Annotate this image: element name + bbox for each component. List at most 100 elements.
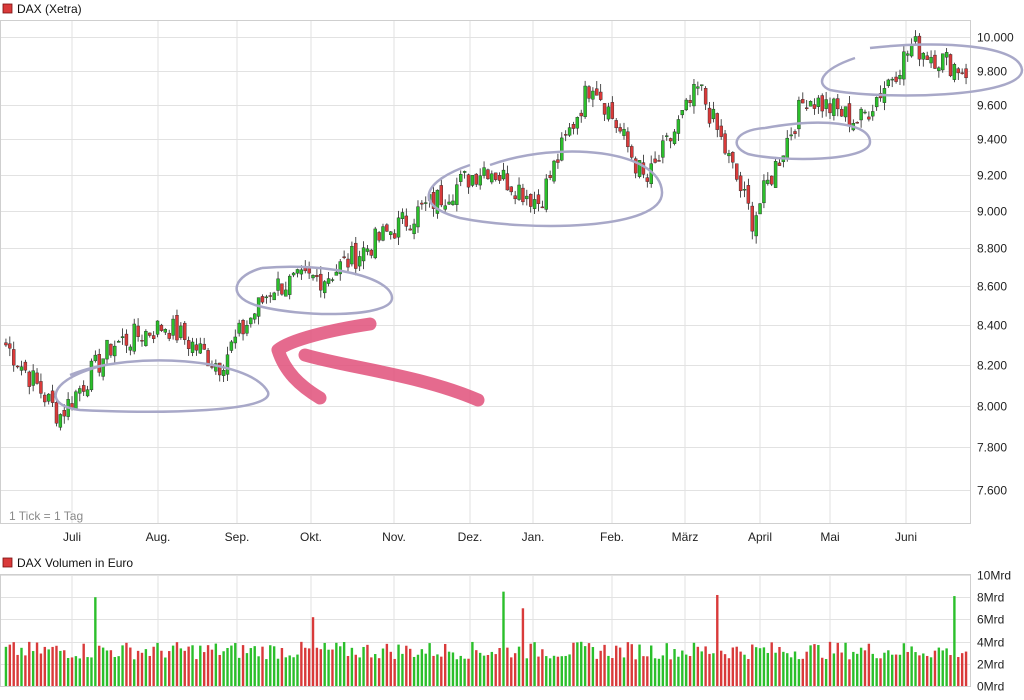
volume-bar [673,649,676,686]
volume-bar [953,596,956,686]
candle [828,97,832,120]
volume-bar [129,647,132,686]
volume-bar [125,642,128,686]
candle [863,109,867,115]
candle [715,112,719,138]
candle [855,121,859,124]
candle [906,50,910,62]
volume-bar [719,650,723,686]
candle [113,340,117,364]
volume-bar [195,659,198,686]
candle [832,97,836,121]
candle [241,318,245,341]
candle [276,271,280,296]
candle [688,94,692,108]
candle [902,45,906,86]
volume-bar [580,641,583,686]
candle [766,172,770,186]
volume-bar [199,645,202,686]
price-y-tick-label: 8.200 [977,359,1007,373]
volume-bar [615,645,618,686]
volume-bar [891,654,894,686]
candle [101,358,105,381]
candle [746,178,751,210]
candle [707,102,712,128]
volume-bar [31,651,35,686]
volume-bar [20,647,23,686]
candle [284,281,288,297]
volume-bar [230,645,233,686]
volume-bar [202,652,206,686]
volume-bar [684,654,688,686]
candle [27,370,31,395]
volume-bar [696,646,700,686]
volume-bar [362,646,365,686]
volume-bar [661,655,665,686]
volume-bar [529,643,532,686]
volume-bar [708,653,711,686]
volume-bar [171,645,175,686]
candle [408,224,412,231]
candle [773,157,778,188]
candle [350,241,354,267]
candle [567,122,572,137]
candle [494,172,498,182]
volume-bar [560,656,563,686]
volume-bar [179,648,183,686]
candle [723,130,727,156]
volume-bar [59,650,62,686]
candle [120,328,125,345]
candle [521,183,525,206]
volume-bar [109,650,113,686]
volume-bar [770,642,773,686]
volume-bar [288,655,291,686]
candle [661,135,665,164]
volume-bar [743,654,746,686]
volume-bar [432,655,435,686]
x-tick-label: Jan. [522,530,545,544]
candle [960,68,964,75]
volume-title: DAX Volumen in Euro [17,556,133,570]
candle [311,274,315,281]
candle [886,78,891,88]
volume-bar [657,658,661,686]
volume-bar [622,657,626,686]
candle [890,76,894,88]
candle [365,244,370,256]
volume-bar [300,641,303,686]
x-tick-label: Juli [63,530,81,544]
volume-bar [883,652,886,686]
x-tick-label: Dez. [458,530,483,544]
volume-bar [552,655,556,686]
candle [381,223,385,242]
candle [676,115,681,141]
volume-bar [370,657,373,686]
volume-bar [249,648,253,686]
volume-bar [210,649,214,686]
volume-bar [105,650,109,686]
candle [43,392,47,407]
volume-bar [284,657,288,686]
candle [816,95,821,114]
candle [622,122,626,140]
candle [155,320,160,338]
candle [62,404,66,424]
volume-bar [871,653,874,686]
volume-bar [681,650,684,686]
candle [591,87,595,108]
candle [750,201,754,240]
candle [548,170,552,181]
volume-bar [70,657,74,686]
candle [878,85,883,102]
candle [556,153,560,169]
candle [97,348,101,377]
candle [517,177,521,201]
candle [735,163,739,182]
candle [140,334,144,347]
volume-bar [292,657,295,686]
volume-bar [218,654,221,686]
volume-bar [276,658,280,686]
candle [525,189,529,206]
candle [447,194,451,205]
candle [190,337,195,357]
